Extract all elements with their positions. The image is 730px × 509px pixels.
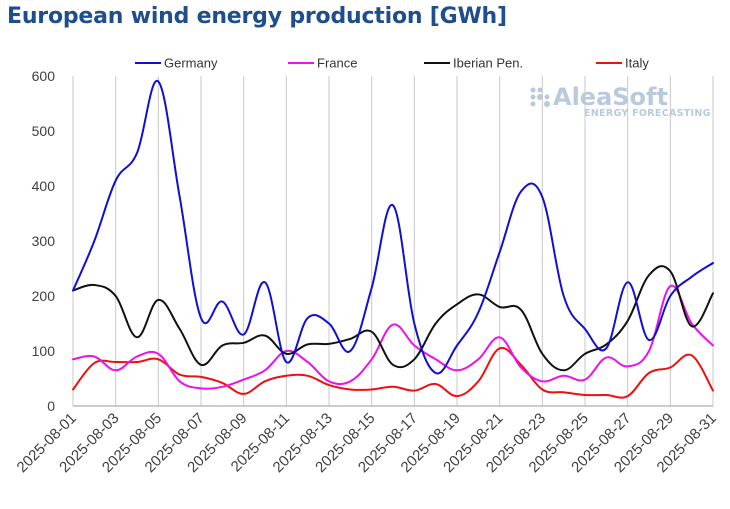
legend-item: Iberian Pen. [424, 56, 523, 71]
legend-label: Germany [164, 56, 218, 71]
series-line-iberian-pen [72, 265, 714, 372]
aleasoft-watermark: AleaSoft ENERGY FORECASTING [530, 83, 711, 119]
legend-label: Italy [625, 56, 649, 71]
chart-title: European wind energy production [GWh] [7, 4, 507, 29]
series-line-germany [72, 80, 714, 375]
y-tick-label: 400 [32, 178, 56, 194]
x-axis-ticks: 2025-08-012025-08-032025-08-052025-08-07… [14, 410, 720, 476]
y-axis-ticks: 0 100 200 300 400 500 600 [32, 68, 56, 414]
series-line-italy [72, 346, 714, 399]
aleasoft-logo-icon [530, 87, 550, 107]
y-tick-label: 300 [32, 233, 56, 249]
watermark-tagline: ENERGY FORECASTING [584, 108, 711, 119]
legend-item: France [288, 56, 357, 71]
y-tick-label: 0 [47, 398, 55, 414]
legend-label: France [317, 56, 357, 71]
legend-item: Germany [135, 56, 218, 71]
legend-label: Iberian Pen. [453, 56, 523, 71]
series-lines [72, 80, 714, 399]
y-tick-label: 200 [32, 288, 56, 304]
y-tick-label: 100 [32, 343, 56, 359]
axes [72, 76, 713, 407]
legend-item: Italy [596, 56, 649, 71]
watermark-brand: AleaSoft [553, 83, 668, 111]
series-line-france [72, 284, 714, 390]
y-tick-label: 500 [32, 123, 56, 139]
y-tick-label: 600 [32, 68, 56, 84]
legend: Germany France Iberian Pen. Italy [135, 56, 649, 71]
